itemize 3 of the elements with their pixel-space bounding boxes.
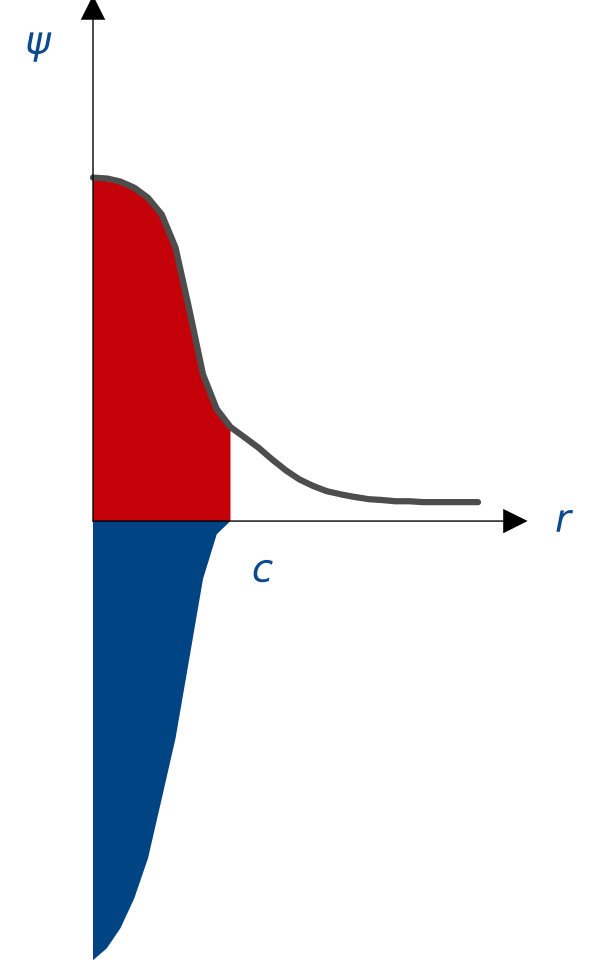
x-axis-title: r	[556, 510, 574, 532]
annotation: c	[254, 560, 273, 582]
y-axis-title: ψ	[27, 32, 52, 62]
